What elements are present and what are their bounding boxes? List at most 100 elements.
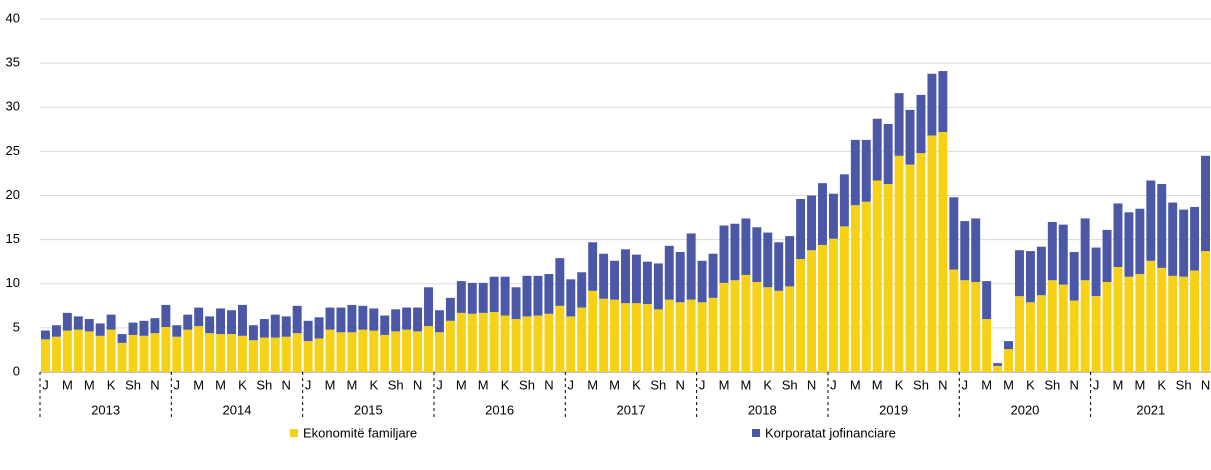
bar-segment	[369, 330, 379, 372]
bar-segment	[117, 342, 127, 372]
x-tick-label: N	[676, 377, 685, 392]
x-tick-label: J	[568, 377, 575, 392]
bar-segment	[916, 94, 926, 154]
bar-segment	[566, 316, 576, 372]
x-tick-label: J	[962, 377, 969, 392]
bar-segment	[949, 269, 959, 372]
bar-segment	[1157, 267, 1167, 372]
bar-segment	[763, 232, 773, 288]
bar-segment	[1124, 276, 1134, 372]
y-tick-label: 5	[13, 319, 20, 334]
x-tick-label: N	[282, 377, 291, 392]
x-tick-label: M	[587, 377, 598, 392]
bar-segment	[938, 71, 948, 132]
bar-segment	[588, 290, 598, 372]
bar-segment	[128, 334, 138, 372]
bar-segment	[982, 281, 992, 320]
year-label: 2018	[748, 402, 777, 417]
x-tick-label: Sh	[650, 377, 666, 392]
year-label: 2017	[617, 402, 646, 417]
x-tick-label: J	[42, 377, 49, 392]
bar-segment	[697, 302, 707, 372]
bar-segment	[489, 276, 499, 312]
bar-segment	[675, 302, 685, 372]
bar-segment	[588, 242, 598, 291]
bar-segment	[916, 153, 926, 372]
x-tick-label: K	[107, 377, 116, 392]
bar-segment	[183, 314, 193, 330]
bar-segment	[993, 365, 1003, 372]
bar-segment	[730, 223, 740, 281]
x-tick-label: Sh	[256, 377, 272, 392]
bar-segment	[807, 195, 817, 251]
x-tick-label: K	[632, 377, 641, 392]
y-tick-label: 10	[6, 275, 20, 290]
bar-segment	[741, 218, 751, 275]
bar-segment	[150, 318, 160, 334]
x-tick-label: Sh	[1044, 377, 1060, 392]
bar-segment	[938, 131, 948, 372]
bar-segment	[610, 260, 620, 300]
bar-segment	[445, 297, 455, 321]
bar-segment	[883, 124, 893, 185]
bar-segment	[741, 274, 751, 372]
bar-segment	[456, 312, 466, 372]
bar-segment	[1146, 260, 1156, 372]
bar-segment	[216, 308, 226, 335]
y-tick-label: 40	[6, 10, 20, 25]
bar-segment	[807, 250, 817, 372]
bar-segment	[413, 331, 423, 372]
x-tick-label: M	[1003, 377, 1014, 392]
bar-segment	[467, 313, 477, 372]
bar-segment	[292, 305, 302, 334]
bar-segment	[41, 339, 50, 372]
x-tick-label: K	[763, 377, 772, 392]
bar-segment	[248, 325, 258, 341]
bar-segment	[500, 315, 510, 372]
bar-segment	[1058, 284, 1068, 372]
bar-segment	[369, 308, 379, 331]
bar-segment	[1091, 296, 1101, 372]
year-label: 2016	[485, 402, 514, 417]
bar-segment	[106, 314, 116, 330]
bar-segment	[51, 336, 61, 372]
bar-segment	[544, 274, 554, 314]
bar-segment	[850, 205, 860, 372]
bar-segment	[1168, 202, 1178, 276]
bar-segment	[172, 325, 182, 337]
bar-segment	[686, 299, 696, 372]
x-tick-label: Sh	[125, 377, 141, 392]
bar-segment	[861, 201, 871, 372]
bar-segment	[1157, 184, 1167, 268]
bar-segment	[664, 245, 674, 300]
bar-segment	[1201, 155, 1210, 252]
bar-segment	[577, 272, 587, 308]
bar-segment	[599, 253, 609, 299]
year-label: 2021	[1136, 402, 1165, 417]
y-tick-label: 20	[6, 187, 20, 202]
x-tick-label: Sh	[1176, 377, 1192, 392]
bar-segment	[227, 334, 236, 372]
bar-segment	[1080, 280, 1090, 372]
bar-segment	[205, 316, 215, 334]
bar-segment	[216, 334, 226, 372]
bar-segment	[675, 251, 685, 303]
bar-segment	[653, 309, 663, 372]
x-tick-label: J	[699, 377, 706, 392]
bar-segment	[172, 336, 182, 372]
bar-segment	[336, 332, 346, 372]
bar-segment	[1004, 349, 1014, 372]
bar-segment	[752, 281, 762, 372]
x-tick-label: M	[609, 377, 620, 392]
bar-segment	[1168, 275, 1178, 372]
x-tick-label: J	[1093, 377, 1100, 392]
x-tick-label: N	[150, 377, 159, 392]
bar-segment	[237, 335, 247, 372]
bar-segment	[818, 244, 827, 372]
bar-segment	[325, 307, 335, 330]
bar-segment	[51, 325, 61, 337]
bar-segment	[511, 287, 521, 320]
bar-segment	[719, 225, 729, 283]
bar-segment	[1004, 341, 1014, 350]
bar-segment	[960, 221, 970, 281]
